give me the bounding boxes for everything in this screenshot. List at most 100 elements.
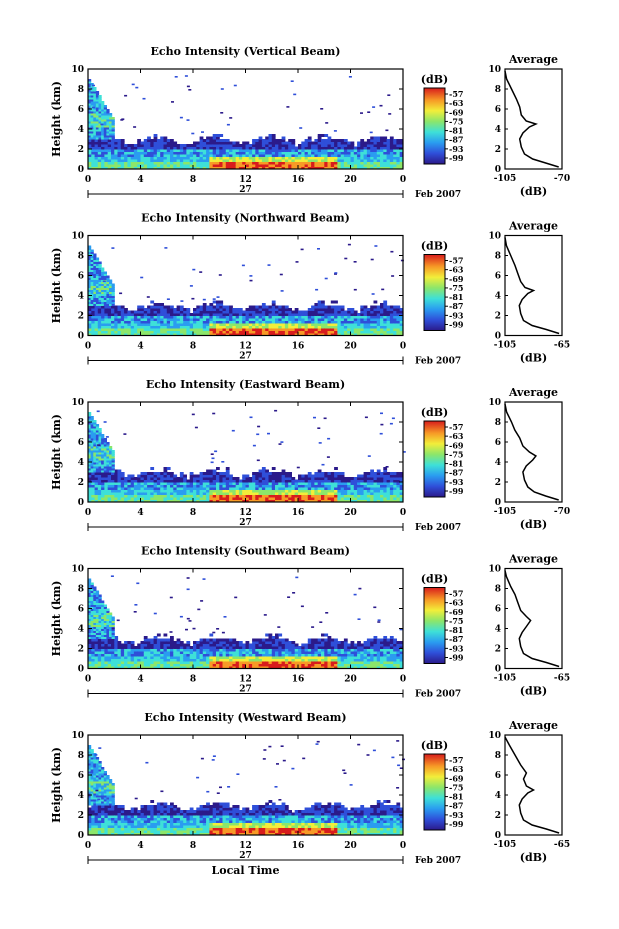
profile-title: Average [508,553,558,566]
profile-frame [504,567,563,670]
profile-x-tick-label: -105 [494,840,517,850]
profile-x-tick-label: -70 [554,507,570,517]
colorbar-unit: (dB) [421,240,448,253]
x-tick-label: 4 [137,175,143,185]
profile-y-tick-label: 4 [495,458,501,468]
profile-x-tick-label: -65 [554,341,570,351]
x-tick-label: 20 [344,175,357,185]
heatmap-field [88,75,404,170]
y-tick-label: 6 [78,272,84,282]
colorbar-tick-label: -63 [449,98,464,108]
x-axis-label: Local Time [212,864,280,877]
y-tick-label: 10 [71,398,84,408]
y-tick-label: 0 [78,165,84,175]
profile-y-tick-label: 8 [495,252,501,262]
x-tick-label: 0 [400,342,406,352]
colorbar-tick-label: -93 [449,643,464,653]
colorbar-tick-label: -63 [449,265,464,275]
x-tick-label: 12 [239,841,252,851]
y-tick-label: 0 [78,332,84,342]
x-tick-label: 12 [239,508,252,518]
profile-y-tick-label: 2 [495,645,501,655]
colorbar-unit: (dB) [421,73,448,86]
colorbar-tick-label: -93 [449,144,464,154]
profile-line [504,570,560,668]
x-tick-label: 0 [85,175,91,185]
month-label: Feb 2007 [415,690,461,700]
colorbar-tick-label: -87 [449,468,463,478]
colorbar-tick-label: -69 [449,107,464,117]
y-tick-label: 2 [78,811,84,821]
heatmap-field [88,243,404,336]
colorbar [423,254,446,331]
profile-x-tick-label: -105 [494,507,517,517]
beam-panel: Echo Intensity (Northward Beam) 0 2 4 6 8 10 He… [50,212,570,367]
profile-y-tick-label: 4 [495,125,501,135]
date-label: 27 [239,685,252,695]
x-tick-label: 0 [400,175,406,185]
panel-title: Echo Intensity (Northward Beam) [141,212,350,225]
x-tick-label: 0 [400,675,406,685]
profile-y-tick-label: 2 [495,811,501,821]
profile-y-tick-label: 0 [495,165,501,175]
profile-y-tick-label: 6 [495,771,501,781]
y-tick-label: 8 [78,252,84,262]
date-label: 27 [239,851,252,861]
profile-x-tick-label: -70 [554,174,570,184]
colorbar-tick-label: -57 [449,89,463,99]
profile-title: Average [508,386,558,399]
y-axis-label: Height (km) [50,414,63,490]
colorbar-tick-label: -69 [449,607,464,617]
colorbar-tick-label: -63 [449,598,464,608]
x-tick-label: 4 [137,841,143,851]
y-tick-label: 0 [78,498,84,508]
panel-title: Echo Intensity (Westward Beam) [144,711,346,724]
colorbar-tick-label: -99 [449,320,464,330]
y-tick-label: 4 [78,125,84,135]
x-tick-label: 16 [292,508,305,518]
panel-title: Echo Intensity (Southward Beam) [141,545,350,558]
colorbar-tick-label: -99 [449,153,464,163]
colorbar-unit: (dB) [421,573,448,586]
profile-x-tick-label: -105 [494,174,517,184]
colorbar-tick-label: -87 [449,801,463,811]
y-tick-label: 0 [78,831,84,841]
profile-x-tick-label: -65 [554,674,570,684]
profile-y-tick-label: 10 [488,565,501,575]
profile-x-label: (dB) [520,685,547,698]
profile-title: Average [508,220,558,233]
profile-frame [504,68,563,170]
x-tick-label: 8 [190,508,196,518]
x-tick-label: 12 [239,175,252,185]
profile-y-tick-label: 8 [495,751,501,761]
date-label: 27 [239,352,252,362]
panel-title: Echo Intensity (Vertical Beam) [150,45,340,58]
profile-x-tick-label: -65 [554,840,570,850]
profile-title: Average [508,53,558,66]
y-tick-label: 2 [78,145,84,155]
colorbar-tick-label: -75 [449,616,463,626]
y-tick-label: 0 [78,665,84,675]
colorbar-tick-label: -75 [449,782,463,792]
colorbar-tick-label: -93 [449,310,464,320]
profile-frame [504,234,563,337]
heatmap-field [88,409,406,503]
y-tick-label: 10 [71,565,84,575]
colorbar-tick-label: -87 [449,301,463,311]
profile-y-tick-label: 2 [495,478,501,488]
x-tick-label: 0 [400,508,406,518]
colorbar-tick-label: -81 [449,459,463,469]
beam-panel: Echo Intensity (Westward Beam) 0 2 4 6 8 10 Hei… [50,711,570,877]
colorbar-tick-label: -75 [449,449,463,459]
profile-y-tick-label: 0 [495,332,501,342]
y-tick-label: 8 [78,751,84,761]
profile-frame [504,734,563,836]
profile-y-tick-label: 6 [495,605,501,615]
colorbar-tick-label: -57 [449,589,463,599]
profile-y-tick-label: 10 [488,398,501,408]
colorbar-tick-label: -81 [449,625,463,635]
profile-y-tick-label: 2 [495,312,501,322]
y-tick-label: 4 [78,625,84,635]
x-tick-label: 8 [190,841,196,851]
date-label: 27 [239,185,252,195]
